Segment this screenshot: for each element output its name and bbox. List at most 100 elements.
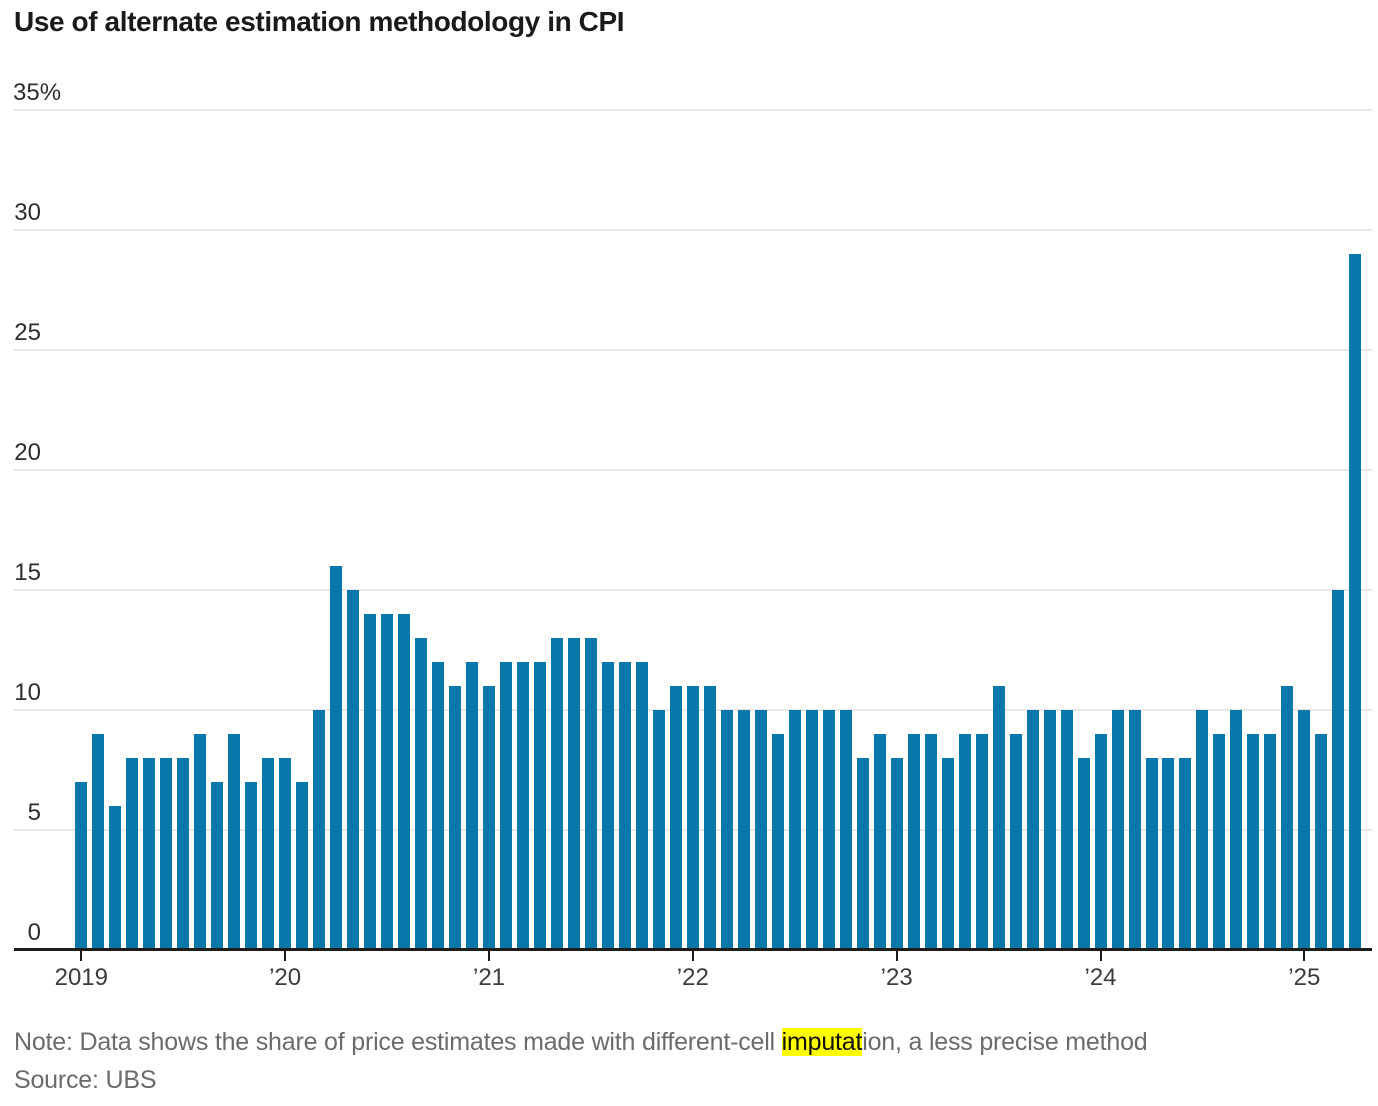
bar-2020-07: [381, 614, 394, 950]
bar-2024-09: [1230, 710, 1243, 950]
bar-2024-04: [1145, 758, 1158, 950]
gridline-35: [14, 109, 1372, 111]
bar-2021-04: [533, 662, 546, 950]
y-axis-label-25: 25: [14, 319, 41, 346]
gridline-20: [14, 469, 1372, 471]
bar-2025-03: [1332, 590, 1345, 950]
bar-2022-11: [856, 758, 869, 950]
gridline-30: [14, 229, 1372, 231]
bar-2020-03: [313, 710, 326, 950]
bar-2024-03: [1128, 710, 1141, 950]
bar-2020-01: [279, 758, 292, 950]
x-axis-tick-2019: [80, 951, 83, 961]
bar-2024-07: [1196, 710, 1209, 950]
x-axis-label-’22: ’22: [676, 964, 709, 991]
bar-2019-04: [126, 758, 139, 950]
chart-note: Note: Data shows the share of price esti…: [14, 1028, 1148, 1057]
bar-2022-03: [720, 710, 733, 950]
bar-2022-05: [754, 710, 767, 950]
bar-2023-11: [1060, 710, 1073, 950]
bar-2021-12: [669, 686, 682, 950]
gridline-15: [14, 589, 1372, 591]
bar-2022-04: [737, 710, 750, 950]
bar-2019-11: [245, 782, 258, 950]
bar-2023-02: [907, 734, 920, 950]
bar-2020-12: [466, 662, 478, 950]
bar-2023-06: [975, 734, 988, 950]
bar-2019-06: [160, 758, 173, 950]
bar-2024-12: [1281, 686, 1294, 950]
x-axis-tick-’25: [1303, 951, 1306, 961]
bar-2021-06: [567, 638, 580, 950]
bar-2024-10: [1247, 734, 1260, 950]
bar-2022-10: [839, 710, 852, 950]
bar-2023-08: [1009, 734, 1022, 950]
bar-2021-02: [500, 662, 512, 950]
bar-2025-04: [1349, 254, 1362, 950]
bar-2021-05: [550, 638, 563, 950]
bar-2023-04: [941, 758, 954, 950]
bar-2021-01: [483, 686, 495, 950]
bar-2021-11: [652, 710, 665, 950]
bar-2020-02: [296, 782, 309, 950]
bar-2020-10: [432, 662, 444, 950]
bar-2022-02: [703, 686, 716, 950]
bar-2023-05: [958, 734, 971, 950]
x-axis-tick-’20: [284, 951, 287, 961]
bar-2019-09: [211, 782, 224, 950]
bar-2020-05: [347, 590, 360, 950]
search-highlight: imputat: [781, 1028, 863, 1056]
bar-2019-07: [177, 758, 190, 950]
bar-2023-12: [1077, 758, 1090, 950]
x-axis-tick-’21: [488, 951, 490, 961]
bar-2019-10: [228, 734, 241, 950]
note-text-after-highlight: ion, a less precise method: [862, 1028, 1148, 1056]
bar-2020-04: [330, 566, 343, 950]
bar-2023-03: [924, 734, 937, 950]
bar-2021-10: [635, 662, 648, 950]
x-axis-label-’24: ’24: [1084, 964, 1117, 991]
x-axis-label-’23: ’23: [880, 964, 913, 991]
y-axis-label-5: 5: [27, 799, 41, 826]
bar-2021-07: [584, 638, 597, 950]
x-axis-label-’20: ’20: [269, 964, 302, 991]
bar-2019-12: [262, 758, 275, 950]
bar-2022-08: [805, 710, 818, 950]
x-axis-label-2019: 2019: [54, 964, 108, 991]
bar-2022-06: [771, 734, 784, 950]
y-axis-label-35: 35%: [13, 79, 62, 106]
bar-2023-01: [890, 758, 903, 950]
bar-2020-09: [415, 638, 427, 950]
bar-2019-02: [92, 734, 105, 950]
bar-2022-09: [822, 710, 835, 950]
bar-2023-09: [1026, 710, 1039, 950]
bar-2024-02: [1111, 710, 1124, 950]
x-axis-label-’21: ’21: [472, 964, 506, 991]
bar-2019-01: [75, 782, 88, 950]
y-axis-label-10: 10: [14, 679, 41, 706]
bar-2019-05: [143, 758, 156, 950]
bar-2019-08: [194, 734, 207, 950]
bar-2021-09: [618, 662, 631, 950]
x-axis-line: [14, 948, 1372, 951]
bar-2021-03: [517, 662, 529, 950]
chart-source: Source: UBS: [14, 1066, 157, 1094]
bar-2024-01: [1094, 734, 1107, 950]
bar-2019-03: [109, 806, 122, 950]
bar-2022-01: [686, 686, 699, 950]
y-axis-label-20: 20: [14, 439, 41, 466]
bar-2025-01: [1298, 710, 1311, 950]
bar-2024-08: [1213, 734, 1226, 950]
bar-2020-11: [449, 686, 461, 950]
x-axis-tick-’24: [1099, 951, 1102, 961]
x-axis-tick-’23: [895, 951, 898, 961]
bar-2025-02: [1315, 734, 1328, 950]
bar-2024-05: [1162, 758, 1175, 950]
bar-2020-06: [364, 614, 377, 950]
bar-2024-11: [1264, 734, 1277, 950]
y-axis-label-30: 30: [14, 199, 41, 226]
gridline-25: [14, 349, 1372, 351]
bar-2023-07: [992, 686, 1005, 950]
bar-2022-07: [788, 710, 801, 950]
